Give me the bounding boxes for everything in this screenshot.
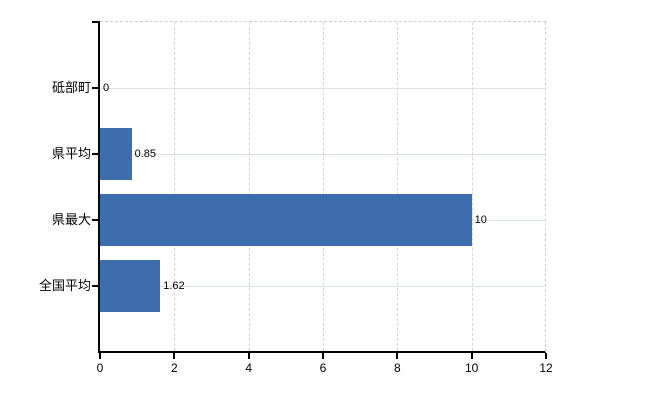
category-label: 県平均 (51, 146, 91, 161)
y-tick (92, 21, 100, 23)
bar (100, 194, 472, 246)
x-tick (396, 353, 399, 359)
y-tick (92, 87, 100, 89)
x-tick-label: 4 (245, 361, 252, 375)
x-tick (322, 353, 324, 359)
x-tick-label: 0 (96, 361, 104, 375)
x-tick (545, 353, 547, 359)
y-tick (92, 153, 100, 155)
v-gridline (323, 22, 324, 351)
category-label: 全国平均 (38, 278, 91, 293)
v-gridline (397, 22, 398, 351)
x-tick (173, 353, 176, 359)
bar-value-label: 10 (474, 214, 487, 226)
bar (100, 128, 132, 180)
v-gridline (174, 22, 175, 351)
x-tick (470, 353, 473, 359)
x-axis-line (98, 351, 546, 353)
x-tick (247, 353, 250, 359)
y-tick (92, 285, 100, 287)
category-label: 砥部町 (51, 80, 91, 95)
x-tick-label: 12 (539, 361, 553, 375)
x-tick-label: 8 (393, 361, 401, 375)
v-gridline (249, 22, 250, 351)
plot-border-top (100, 21, 546, 22)
bar (100, 260, 161, 312)
plot-area: 0 0.85 10 1.62 (100, 22, 546, 352)
x-tick-label: 2 (170, 361, 178, 375)
bar-value-label: 1.62 (163, 280, 185, 292)
y-tick (92, 219, 100, 221)
x-tick-label: 10 (464, 361, 479, 375)
bar-value-label: 0.85 (134, 148, 156, 160)
bar-value-label: 0 (103, 82, 110, 94)
v-gridline (472, 22, 473, 351)
category-label: 県最大 (51, 212, 91, 227)
plot-border-right (545, 22, 546, 352)
x-tick (99, 353, 101, 359)
x-tick-label: 6 (319, 361, 327, 375)
y-axis-line (98, 22, 100, 353)
